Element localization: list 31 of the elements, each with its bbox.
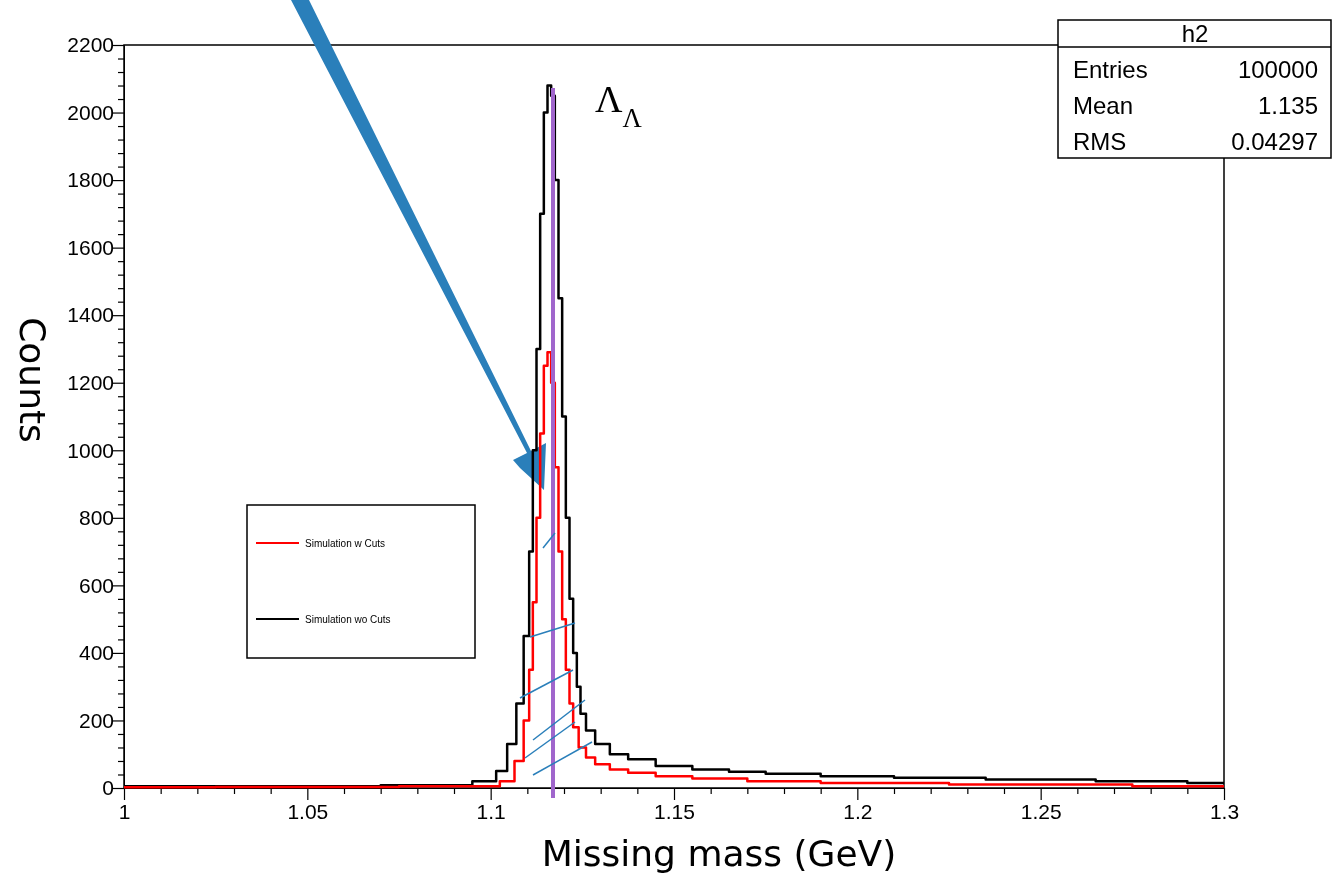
legend-label: Simulation wo Cuts	[305, 614, 391, 625]
x-axis-title: Missing mass (GeV)	[541, 833, 897, 874]
legend-label: Simulation w Cuts	[305, 538, 386, 549]
text: 100000	[1237, 56, 1318, 83]
x-tick-label: 1.3	[1209, 800, 1240, 823]
y-tick-label: 1800	[67, 168, 114, 192]
annotation: Entries	[1073, 56, 1148, 83]
x-tick-label: 1.2	[843, 800, 873, 823]
y-tick-label: 1600	[67, 235, 114, 259]
y-tick-label: 2000	[67, 100, 114, 124]
y-tick-label: 0	[102, 776, 114, 800]
y-tick-label: 600	[78, 573, 114, 597]
annotation: Mean	[1073, 92, 1134, 119]
y-tick-label: 800	[78, 506, 114, 530]
y-tick-label: 200	[78, 708, 114, 732]
y-tick-label: 1000	[67, 438, 114, 462]
x-tick-label: 1.05	[287, 800, 329, 823]
annotation: h2	[1181, 20, 1209, 47]
text: 0.04297	[1231, 128, 1318, 155]
y-tick-label: 400	[78, 641, 114, 665]
x-tick-label: 1.25	[1020, 800, 1062, 823]
y-tick-label: 1200	[67, 370, 114, 394]
y-tick-label: 2200	[67, 33, 114, 57]
y-axis-title: Counts	[12, 317, 53, 443]
y-tick-label: 1400	[67, 303, 114, 327]
x-tick-label: 1.15	[654, 800, 695, 823]
x-tick-label: 1	[118, 800, 131, 823]
text: 1.135	[1257, 92, 1318, 119]
annotation: RMS	[1073, 128, 1127, 155]
ref-line-label: Λ$_{Λ}$	[595, 78, 643, 133]
x-tick-label: 1.1	[476, 800, 506, 823]
